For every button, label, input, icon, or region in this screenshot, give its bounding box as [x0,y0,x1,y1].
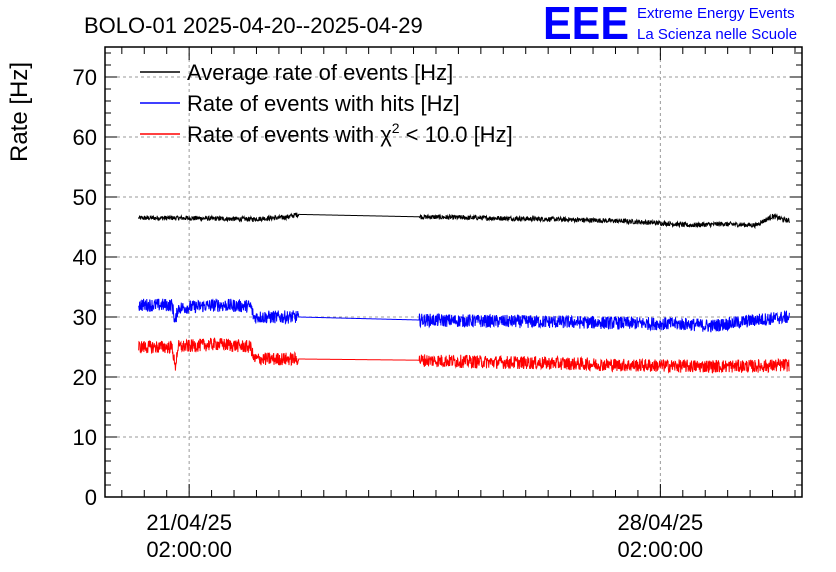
y-tick-label: 50 [73,185,97,210]
y-tick-label: 40 [73,245,97,270]
eee-logo-line1: Extreme Energy Events [637,5,795,22]
x-tick-date-label: 21/04/25 [146,510,232,535]
legend: Average rate of events [Hz] Rate of event… [140,60,513,147]
plot-frame-box [104,46,803,498]
series-lines [138,212,790,374]
series-line-2 [138,298,790,333]
y-tick-label: 30 [73,305,97,330]
series-line-1 [138,212,790,230]
grid-lines [105,47,802,497]
y-tick-label: 10 [73,425,97,450]
legend-entry: Rate of events with hits [Hz] [187,91,460,116]
y-tick-label: 70 [73,65,97,90]
y-axis-label: Rate [Hz] [6,62,33,162]
eee-logo-line2: La Scienza nelle Scuole [637,26,797,43]
x-tick-time-label: 02:00:00 [146,537,232,562]
y-tick-label: 0 [85,485,97,510]
legend-entry: Average rate of events [Hz] [187,60,453,85]
series-line-3 [138,337,790,374]
x-tick-time-label: 02:00:00 [618,537,704,562]
y-tick-label: 60 [73,125,97,150]
x-tick-date-label: 28/04/25 [618,510,704,535]
eee-logo-mark: EEE [543,0,629,49]
chart-title: BOLO-01 2025-04-20--2025-04-29 [84,13,423,38]
eee-logo: EEE Extreme Energy Events La Scienza nel… [543,0,797,49]
plot-frame: 01020304050607021/04/2502:00:0028/04/250… [73,46,803,562]
y-tick-label: 20 [73,365,97,390]
legend-entry: Rate of events with χ2 < 10.0 [Hz] [187,120,513,147]
